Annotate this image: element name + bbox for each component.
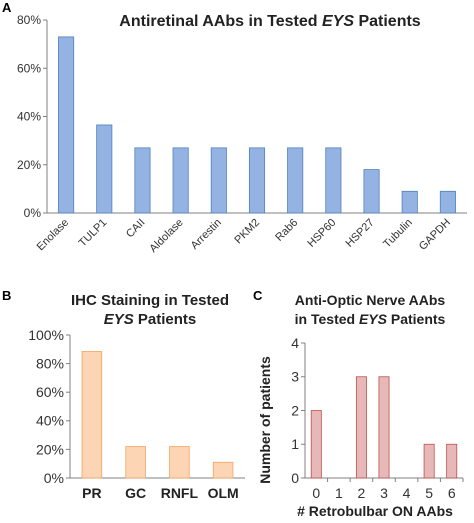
chart-c-bar	[446, 443, 458, 479]
chart-c-title-line2: in Tested EYS Patients	[295, 311, 446, 327]
chart-a-y-tick-label: 40%	[17, 110, 41, 124]
panel-label-c: C	[253, 288, 263, 303]
chart-b-y-tick-label: 60%	[36, 384, 64, 400]
chart-a-bar	[248, 147, 266, 214]
chart-b-x-tick-label: GC	[125, 485, 146, 501]
chart-b-y-tick-label: 40%	[36, 413, 64, 429]
chart-c-bar	[378, 376, 390, 479]
chart-b-x-tick-label: RNFL	[161, 485, 199, 501]
chart-c-x-tick-label: 5	[425, 485, 433, 501]
chart-a: Antiretinal AAbs in Tested EYS Patients …	[17, 13, 467, 255]
chart-a-bar	[210, 147, 227, 214]
chart-a-x-tick-label: HSP27	[344, 217, 377, 250]
chart-b: IHC Staining in Tested EYS Patients 0% 20…	[28, 292, 245, 501]
chart-a-title: Antiretinal AAbs in Tested EYS Patients	[119, 13, 420, 30]
chart-c-bar	[423, 443, 435, 479]
chart-b-title-line2: EYS Patients	[104, 311, 197, 328]
chart-a-y-tick-label: 0%	[24, 206, 42, 220]
chart-c-y-tick-label: 1	[291, 436, 299, 452]
chart-b-bar	[81, 351, 103, 479]
chart-b-bar	[212, 461, 234, 479]
chart-b-bar	[125, 446, 146, 479]
chart-a-bar	[401, 190, 418, 214]
chart-a-bar	[363, 169, 380, 214]
chart-a-bar	[287, 147, 304, 214]
chart-a-x-tick-label: GAPDH	[417, 217, 453, 253]
panel-label-b: B	[2, 288, 11, 303]
chart-b-y-tick-label: 80%	[36, 356, 64, 372]
chart-c-x-tick-label: 1	[335, 485, 343, 501]
chart-a-x-tick-label: Enolase	[35, 217, 72, 254]
chart-a-bar	[134, 147, 151, 214]
chart-a-x-tick-label: HSP60	[305, 217, 338, 250]
chart-b-y-tick-label: 100%	[28, 327, 64, 343]
chart-c: Anti-Optic Nerve AAbs in Tested EYS Pati…	[257, 292, 464, 519]
chart-a-x-tick-label: Tubulin	[381, 217, 415, 251]
chart-a-x-tick-label: Arrestin	[189, 217, 224, 252]
chart-b-bar	[169, 446, 190, 479]
chart-a-bar	[325, 147, 342, 214]
chart-c-y-tick-label: 4	[291, 335, 299, 351]
chart-b-y-tick-label: 0%	[44, 470, 64, 486]
chart-b-y-tick-label: 20%	[36, 441, 64, 457]
chart-c-xlabel: # Retrobulbar ON AAbs	[297, 503, 453, 519]
chart-c-title-line1: Anti-Optic Nerve AAbs	[295, 292, 446, 308]
chart-a-x-tick-label: CAII	[124, 217, 148, 241]
chart-a-y-tick-label: 60%	[17, 61, 41, 75]
chart-c-x-tick-label: 4	[403, 485, 411, 501]
chart-a-bar	[96, 124, 113, 214]
chart-a-y-tick-label: 20%	[17, 158, 41, 172]
chart-a-bar	[58, 36, 75, 214]
chart-c-x-tick-label: 2	[358, 485, 366, 501]
chart-c-bar	[310, 410, 322, 479]
chart-c-x-tick-label: 3	[380, 485, 388, 501]
chart-a-bar	[439, 190, 456, 214]
chart-b-title-line1: IHC Staining in Tested	[71, 292, 229, 309]
chart-c-y-tick-label: 0	[291, 470, 299, 486]
chart-c-y-tick-label: 2	[291, 402, 299, 418]
chart-c-bar	[355, 376, 367, 479]
chart-b-x-tick-label: OLM	[208, 485, 239, 501]
chart-a-bar	[172, 147, 189, 214]
chart-c-ylabel: Number of patients	[257, 356, 273, 484]
chart-a-x-tick-label: Rab6	[273, 217, 300, 244]
chart-a-x-tick-label: PKM2	[232, 217, 262, 247]
chart-c-x-tick-label: 6	[448, 485, 456, 501]
chart-a-y-tick-label: 80%	[17, 13, 41, 27]
chart-a-x-tick-label: Aldolase	[147, 217, 185, 255]
chart-c-x-tick-label: 0	[312, 485, 320, 501]
chart-b-x-tick-label: PR	[82, 485, 101, 501]
chart-c-y-tick-label: 3	[291, 369, 299, 385]
chart-a-x-tick-label: TULP1	[77, 217, 110, 250]
panel-label-a: A	[2, 0, 12, 15]
